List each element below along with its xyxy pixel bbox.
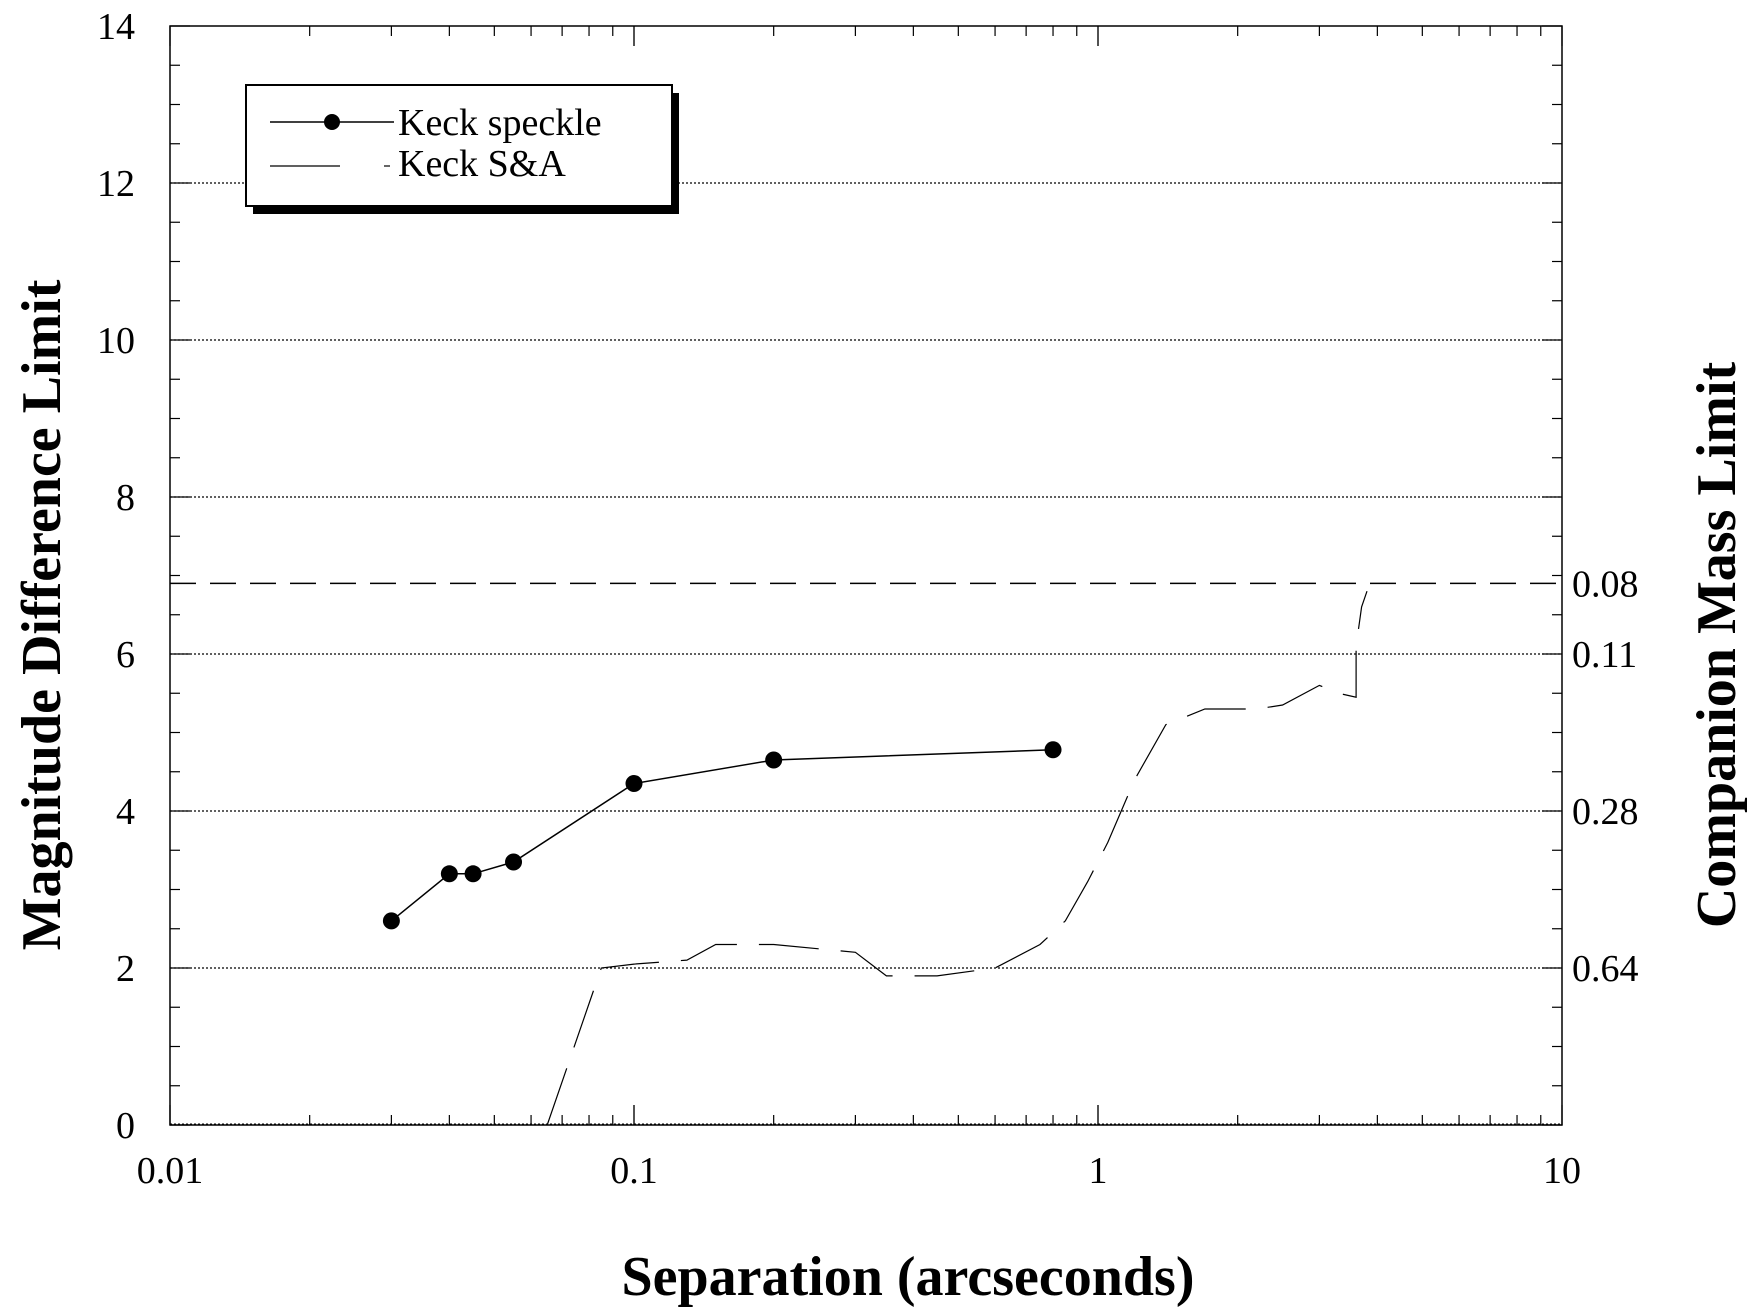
y2-tick-label: 0.11 xyxy=(1572,634,1637,676)
data-point-keck-speckle xyxy=(625,775,643,793)
data-point-keck-speckle xyxy=(382,912,400,930)
x-tick-label: 1 xyxy=(1089,1150,1108,1192)
data-point-keck-speckle xyxy=(505,853,523,871)
data-point-keck-speckle xyxy=(765,751,783,769)
axis-ticks xyxy=(169,25,1563,1126)
y-tick-label: 6 xyxy=(116,634,135,676)
grid-lines xyxy=(170,182,1562,1125)
legend-label-speckle: Keck speckle xyxy=(398,102,602,144)
data-point-keck-speckle xyxy=(440,865,458,883)
series-line-keck-speckle xyxy=(390,749,1054,922)
y-tick-label: 10 xyxy=(97,320,135,362)
legend-marker-speckle xyxy=(324,114,340,130)
y-tick-label: 0 xyxy=(116,1105,135,1147)
x-tick-label: 10 xyxy=(1543,1150,1581,1192)
y2-tick-label: 0.08 xyxy=(1572,563,1639,605)
series-group xyxy=(382,591,1368,1126)
series-line-keck-sa xyxy=(546,591,1368,1126)
y-tick-label: 12 xyxy=(97,163,135,205)
y2-axis-title: Companion Mass Limit xyxy=(1686,362,1748,929)
y-tick-label: 8 xyxy=(116,477,135,519)
x-tick-label: 0.1 xyxy=(610,1150,658,1192)
legend: Keck speckle Keck S&A xyxy=(245,84,679,214)
legend-box xyxy=(245,84,673,207)
y-axis-title: Magnitude Difference Limit xyxy=(11,279,73,950)
y-tick-label: 14 xyxy=(97,6,135,48)
data-point-keck-speckle xyxy=(1044,741,1062,759)
data-point-keck-speckle xyxy=(464,865,482,883)
y2-tick-label: 0.64 xyxy=(1572,948,1639,990)
y-tick-label: 2 xyxy=(116,948,135,990)
y-tick-label: 4 xyxy=(116,791,135,833)
x-tick-label: 0.01 xyxy=(137,1150,204,1192)
x-axis-title: Separation (arcseconds) xyxy=(622,1246,1195,1307)
legend-label-sa: Keck S&A xyxy=(398,143,566,185)
y2-tick-label: 0.28 xyxy=(1572,791,1639,833)
